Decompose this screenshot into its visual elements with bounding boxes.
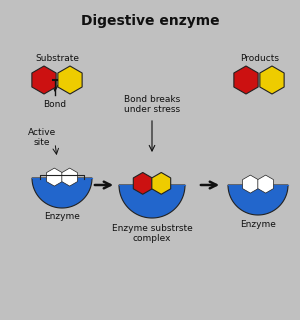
Polygon shape: [46, 168, 62, 186]
Polygon shape: [243, 175, 258, 193]
Polygon shape: [32, 66, 56, 94]
Polygon shape: [228, 185, 288, 215]
Polygon shape: [58, 66, 82, 94]
Text: Enzyme substrste
complex: Enzyme substrste complex: [112, 224, 192, 244]
Polygon shape: [152, 172, 171, 194]
Text: Enzyme: Enzyme: [240, 220, 276, 229]
Text: Enzyme: Enzyme: [44, 212, 80, 221]
Text: Products: Products: [241, 54, 280, 63]
Polygon shape: [258, 175, 273, 193]
Text: Substrate: Substrate: [35, 54, 79, 63]
Text: Active
site: Active site: [28, 128, 56, 148]
Polygon shape: [260, 66, 284, 94]
Polygon shape: [119, 185, 185, 218]
Polygon shape: [133, 172, 152, 194]
Text: Bond: Bond: [44, 100, 67, 109]
Polygon shape: [62, 168, 77, 186]
Polygon shape: [234, 66, 258, 94]
Text: Digestive enzyme: Digestive enzyme: [81, 14, 219, 28]
Polygon shape: [32, 178, 92, 208]
Text: Bond breaks
under stress: Bond breaks under stress: [124, 95, 180, 115]
